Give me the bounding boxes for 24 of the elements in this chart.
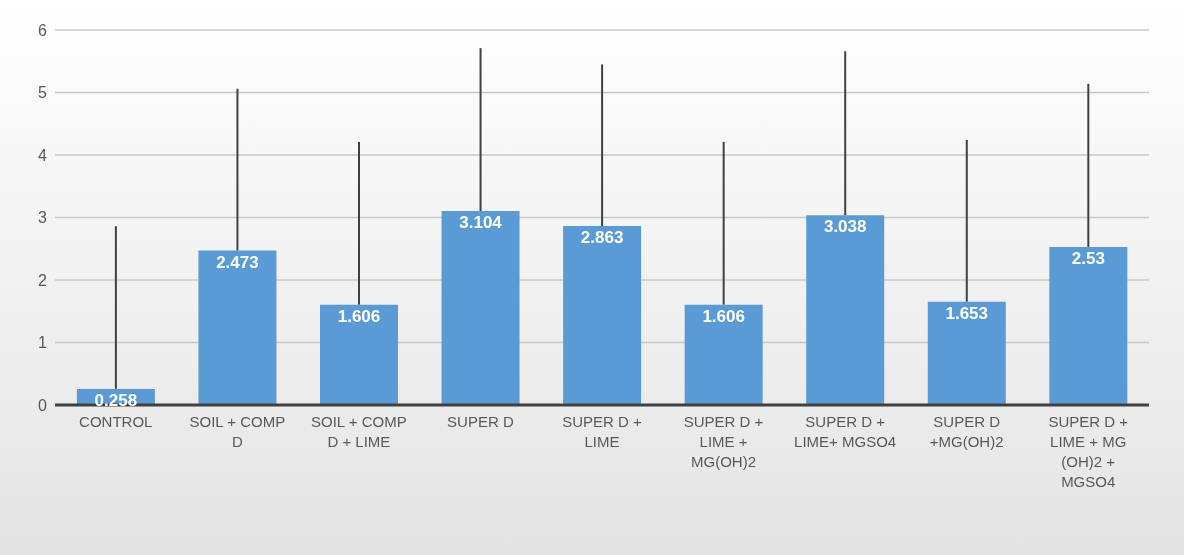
data-label: 3.104 <box>459 213 503 233</box>
y-tick-label: 3 <box>38 209 48 227</box>
data-label: 2.53 <box>1071 248 1105 268</box>
data-label: 1.606 <box>337 306 381 326</box>
data-label: 1.653 <box>945 303 989 323</box>
x-tick-label: CONTROL <box>79 413 153 430</box>
data-label: 2.863 <box>580 228 624 248</box>
y-tick-label: 1 <box>38 334 48 352</box>
data-label: 3.038 <box>823 217 867 237</box>
data-label: 2.473 <box>216 252 259 272</box>
x-tick-label: SUPER D <box>447 413 514 430</box>
x-tick-label: SUPER D + LIME + MG(OH)2 <box>683 413 764 470</box>
y-tick-label: 2 <box>38 271 48 289</box>
y-tick-label: 4 <box>38 146 48 164</box>
x-tick-label: SUPER D + LIME+ MGSO4 <box>794 413 897 450</box>
y-tick-label: 5 <box>38 84 48 102</box>
y-tick-label: 0 <box>38 396 48 414</box>
x-tick-label: SUPER D +MG(OH)2 <box>929 413 1004 450</box>
x-tick-label: SUPER D + LIME + MG (OH)2 + MGSO4 <box>1048 413 1129 490</box>
x-tick-label: SUPER D + LIME <box>562 413 643 450</box>
x-tick-label: SOIL + COMP D <box>189 413 286 450</box>
x-tick-label: SOIL + COMP D + LIME <box>311 413 407 450</box>
y-tick-label: 6 <box>38 21 48 39</box>
data-label: 1.606 <box>702 306 745 326</box>
